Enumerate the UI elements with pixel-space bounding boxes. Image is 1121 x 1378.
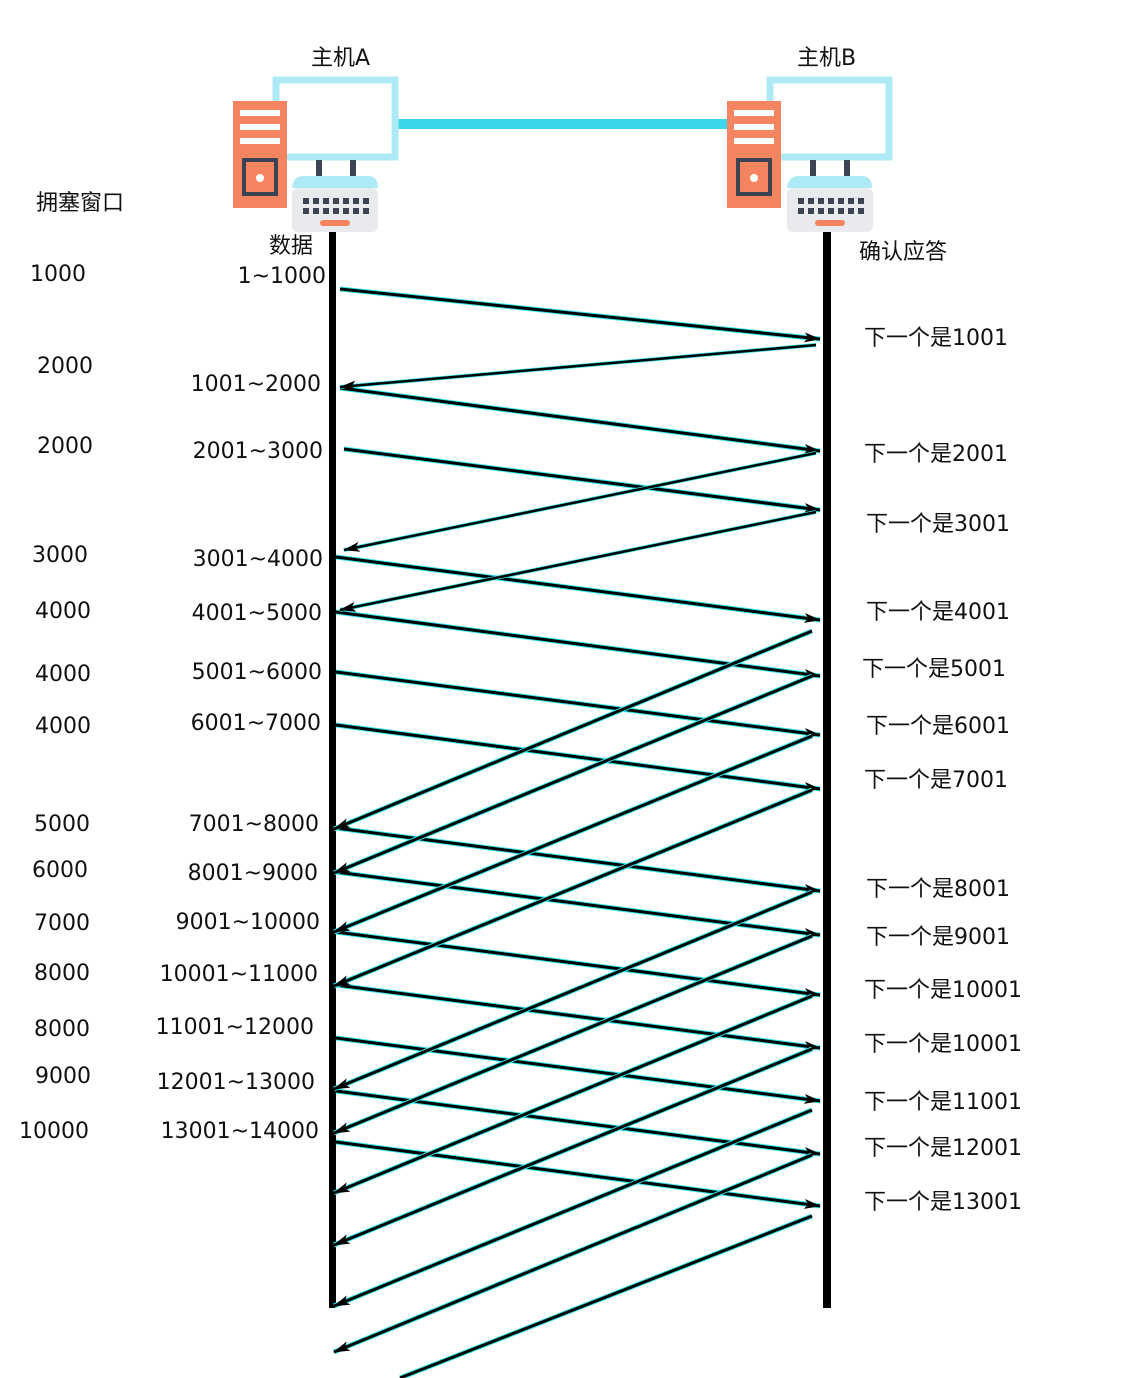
ack-label: 下一个是1001 [864,326,1008,351]
ack-label: 下一个是10001 [864,1032,1022,1057]
host-b-computer-icon [727,76,893,232]
cwnd-value: 1000 [30,262,86,287]
cwnd-value: 9000 [35,1064,91,1089]
host-a-timeline [329,232,336,1308]
cwnd-value: 4000 [35,662,91,687]
data-arrow [335,555,821,623]
ack-label: 下一个是7001 [864,768,1008,793]
ack-arrow [333,890,813,1091]
cwnd-value: 2000 [37,434,93,459]
cwnd-value: 6000 [32,858,88,883]
cwnd-value: 7000 [34,911,90,936]
cwnd-value: 8000 [34,961,90,986]
ack-header: 确认应答 [859,240,948,265]
cwnd-value: 10000 [19,1119,89,1144]
data-range-label: 9001~10000 [175,910,320,935]
ack-label: 下一个是10001 [864,978,1022,1003]
ack-label: 下一个是11001 [864,1090,1022,1115]
data-arrow [343,447,821,513]
cwnd-value: 4000 [35,714,91,739]
ack-label: 下一个是9001 [866,925,1010,950]
data-range-label: 12001~13000 [156,1070,315,1095]
ack-label: 下一个是4001 [866,600,1010,625]
data-range-label: 10001~11000 [159,962,318,987]
ack-arrow [339,343,817,391]
data-arrow [335,670,821,738]
data-arrow [335,723,821,792]
data-range-label: 11001~12000 [155,1015,314,1040]
ack-arrow [333,674,813,875]
cwnd-value: 8000 [34,1017,90,1042]
ack-arrow [333,1108,813,1308]
data-range-label: 5001~6000 [191,660,322,685]
ack-label: 下一个是5001 [862,657,1006,682]
data-arrow [339,287,821,343]
ack-label: 下一个是6001 [866,714,1010,739]
data-arrow [335,930,821,998]
host-b-timeline [823,232,831,1308]
ack-label: 下一个是13001 [864,1190,1022,1215]
data-range-label: 13001~14000 [160,1119,319,1144]
cwnd-value: 4000 [35,599,91,624]
data-arrow [335,1140,821,1209]
ack-arrow [333,1153,813,1354]
data-arrow [339,386,821,454]
ack-arrow [333,734,813,934]
ack-label: 下一个是12001 [864,1136,1022,1161]
data-segment-arrows [335,286,821,1209]
data-range-label: 4001~5000 [191,601,322,626]
cwnd-header: 拥塞窗口 [36,191,125,216]
data-range-label: 7001~8000 [188,812,319,837]
data-range-label: 6001~7000 [190,711,321,736]
ack-label: 下一个是2001 [864,442,1008,467]
data-arrow [335,610,821,679]
host-b-title: 主机B [797,46,857,71]
ack-arrow [399,1214,813,1378]
host-a-computer-icon [233,76,399,232]
ack-arrow [339,510,817,612]
data-range-label: 1001~2000 [190,372,321,397]
data-range-label: 2001~3000 [192,439,323,464]
data-arrow [335,1036,821,1104]
data-header: 数据 [269,234,314,259]
ack-label: 下一个是8001 [866,877,1010,902]
cwnd-value: 3000 [32,543,88,568]
ack-arrow [333,994,813,1195]
data-arrow [335,983,821,1051]
host-a-title: 主机A [311,46,371,71]
data-range-label: 3001~4000 [192,547,323,572]
ack-arrow [333,629,813,831]
ack-arrow [343,451,817,552]
data-range-label: 8001~9000 [187,861,318,886]
cwnd-value: 5000 [34,812,90,837]
ack-label: 下一个是3001 [866,512,1010,537]
ack-arrows [333,343,817,1378]
ack-arrow [333,934,813,1135]
cwnd-value: 2000 [37,354,93,379]
ack-arrow [333,1047,813,1247]
network-link [396,119,732,129]
ack-arrow [333,788,813,988]
data-range-label: 1~1000 [237,264,326,289]
